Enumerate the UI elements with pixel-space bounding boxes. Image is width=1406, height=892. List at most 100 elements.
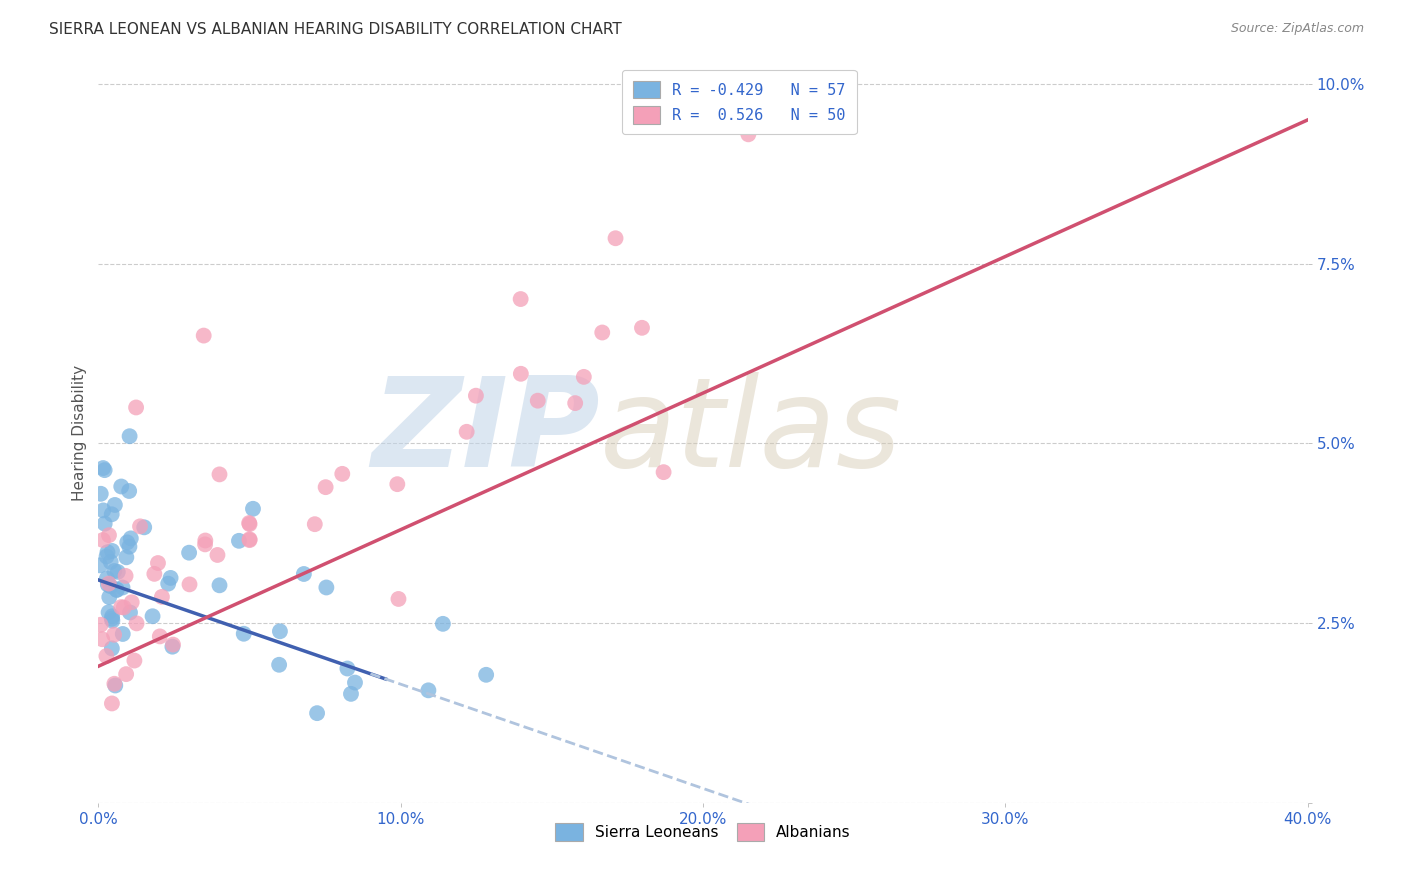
Point [93, 463, 115, 477]
Point [564, 396, 586, 410]
Point [96, 545, 118, 559]
Point [98, 590, 121, 604]
Point [315, 480, 337, 494]
Point [104, 678, 127, 692]
Point [239, 533, 262, 547]
Point [103, 677, 125, 691]
Point [179, 577, 201, 591]
Point [91, 632, 114, 647]
Point [292, 566, 315, 581]
Point [239, 533, 262, 548]
Legend: Sierra Leoneans, Albanians: Sierra Leoneans, Albanians [548, 817, 858, 847]
Point [432, 616, 454, 631]
Point [737, 128, 759, 142]
Point [146, 556, 169, 570]
Point [269, 657, 291, 672]
Point [340, 687, 363, 701]
Point [97, 577, 120, 591]
Point [315, 581, 337, 595]
Point [91, 461, 114, 475]
Point [269, 624, 291, 639]
Point [97, 576, 120, 591]
Point [111, 581, 134, 595]
Point [104, 498, 127, 512]
Point [101, 614, 124, 628]
Point [232, 626, 254, 640]
Point [157, 576, 180, 591]
Point [509, 367, 531, 381]
Point [591, 326, 613, 340]
Point [101, 544, 124, 558]
Point [117, 535, 139, 549]
Point [475, 667, 498, 681]
Point [526, 393, 548, 408]
Point [208, 578, 231, 592]
Point [111, 627, 134, 641]
Point [509, 292, 531, 306]
Point [118, 429, 141, 443]
Text: ZIP: ZIP [371, 372, 600, 493]
Point [100, 579, 122, 593]
Text: Source: ZipAtlas.com: Source: ZipAtlas.com [1230, 22, 1364, 36]
Point [100, 508, 122, 522]
Point [387, 591, 409, 606]
Point [110, 479, 132, 493]
Point [115, 550, 138, 565]
Point [98, 528, 121, 542]
Y-axis label: Hearing Disability: Hearing Disability [72, 365, 87, 500]
Point [193, 328, 215, 343]
Point [103, 564, 125, 578]
Point [115, 667, 138, 681]
Point [91, 533, 114, 547]
Point [93, 516, 115, 531]
Point [125, 616, 148, 631]
Point [118, 483, 141, 498]
Point [149, 629, 172, 643]
Point [631, 320, 654, 334]
Point [110, 600, 132, 615]
Point [652, 465, 675, 479]
Point [134, 520, 156, 534]
Point [456, 425, 478, 439]
Point [242, 501, 264, 516]
Point [418, 683, 440, 698]
Point [207, 548, 229, 562]
Point [121, 595, 143, 609]
Point [107, 565, 129, 579]
Point [96, 649, 118, 664]
Point [162, 638, 184, 652]
Point [150, 590, 173, 604]
Point [90, 617, 112, 632]
Point [572, 370, 595, 384]
Point [118, 606, 141, 620]
Text: SIERRA LEONEAN VS ALBANIAN HEARING DISABILITY CORRELATION CHART: SIERRA LEONEAN VS ALBANIAN HEARING DISAB… [49, 22, 621, 37]
Point [89, 558, 111, 573]
Point [90, 487, 112, 501]
Point [105, 582, 128, 597]
Point [124, 654, 146, 668]
Text: atlas: atlas [600, 372, 903, 493]
Point [304, 517, 326, 532]
Point [114, 569, 136, 583]
Point [91, 503, 114, 517]
Point [125, 401, 148, 415]
Point [336, 661, 359, 675]
Point [228, 533, 250, 548]
Point [179, 546, 201, 560]
Point [343, 675, 366, 690]
Point [112, 600, 135, 615]
Point [101, 609, 124, 624]
Point [143, 566, 166, 581]
Point [103, 628, 125, 642]
Point [605, 231, 627, 245]
Point [118, 540, 141, 554]
Point [330, 467, 353, 481]
Point [464, 389, 486, 403]
Point [96, 549, 118, 564]
Point [387, 477, 409, 491]
Point [129, 519, 152, 533]
Point [97, 605, 120, 619]
Point [307, 706, 329, 720]
Point [208, 467, 231, 482]
Point [239, 517, 262, 532]
